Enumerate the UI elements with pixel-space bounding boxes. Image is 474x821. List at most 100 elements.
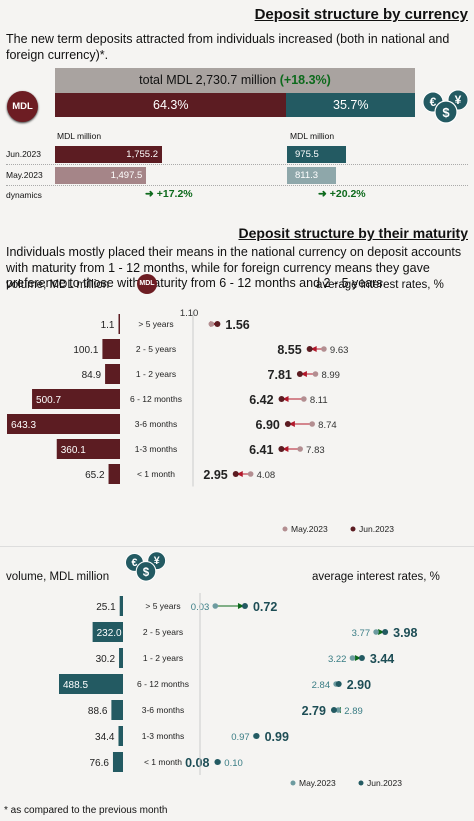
- rate-point-jun: [232, 471, 239, 477]
- rate-label-jun: 6.90: [256, 418, 280, 432]
- legend-may-label: May.2023: [299, 778, 336, 788]
- category-label: 1 - 2 years: [136, 369, 176, 379]
- footnote: * as compared to the previous month: [4, 805, 168, 816]
- rate-label-may: 7.83: [306, 445, 325, 456]
- volume-value-label: 100.1: [73, 345, 98, 356]
- fx-jun-bar: 975.5: [287, 146, 347, 163]
- total-bar: total MDL 2,730.7 million (+18.3%): [55, 68, 415, 93]
- rate-label-jun: 7.81: [268, 368, 292, 382]
- fx-unit-label: MDL million: [290, 131, 335, 141]
- rate-label-may: 0.10: [224, 758, 243, 769]
- mdl-dynamics-value: +17.2%: [156, 188, 193, 200]
- rate-change-arrowhead: [288, 421, 295, 427]
- maturity-intro: Individuals mostly placed their means in…: [6, 245, 462, 290]
- rate-label-may: 8.99: [321, 370, 340, 381]
- rate-label-jun: 2.90: [347, 678, 371, 692]
- rate-change-arrowhead: [300, 371, 307, 377]
- fx-rates-header: average interest rates, %: [312, 571, 440, 583]
- rate-label-jun: 0.99: [265, 730, 289, 744]
- maturity-title: Deposit structure by their maturity: [238, 225, 469, 241]
- category-label: 6 - 12 months: [137, 679, 189, 689]
- volume-bar: [7, 414, 120, 434]
- rate-label-may: 3.22: [328, 654, 347, 665]
- category-label: 6 - 12 months: [130, 394, 182, 404]
- category-label: 3-6 months: [142, 705, 185, 715]
- rate-label-jun: 2.79: [302, 704, 326, 718]
- volume-bar: [56, 439, 120, 459]
- rate-label-may: 2.84: [312, 680, 331, 691]
- total-change: (+18.3%): [279, 73, 331, 87]
- mdl-may-bar: 1,497.5: [55, 167, 147, 184]
- rate-label-jun: 6.41: [249, 443, 273, 457]
- volume-value-label: 360.1: [61, 445, 86, 456]
- rate-point-may: [301, 396, 307, 402]
- page-title: Deposit structure by currency: [254, 6, 468, 23]
- rate-point-jun: [330, 707, 337, 713]
- rate-change-arrowhead: [354, 655, 361, 661]
- mdl-maturity-chart: > 5 years 1.1 1.10 1.56 2 - 5 years 100.1 9.63…: [7, 308, 394, 534]
- foreign-currency-small-icon: € ¥ $: [125, 551, 167, 582]
- volume-bar: [32, 389, 120, 409]
- rate-change-arrowhead: [378, 629, 385, 635]
- share-bar: 64.3% 35.7%: [55, 93, 415, 117]
- legend-jun-label: Jun.2023: [367, 778, 402, 788]
- rate-point-jun: [284, 421, 291, 427]
- volume-bar: [111, 700, 123, 720]
- volume-bar: [118, 726, 123, 746]
- rate-point-may: [312, 371, 319, 377]
- rate-point-jun: [278, 396, 285, 402]
- rate-label-jun: 3.98: [393, 626, 417, 640]
- legend-may-marker: [290, 780, 296, 786]
- rate-label-may: 3.77: [352, 628, 371, 639]
- rate-point-jun: [296, 371, 303, 377]
- rate-change-arrowhead: [282, 396, 289, 402]
- rate-label-may: 8.74: [318, 420, 337, 431]
- rate-change-arrowhead: [236, 471, 243, 477]
- volume-value-label: 232.0: [97, 628, 122, 639]
- category-label: < 1 month: [144, 757, 182, 767]
- rate-point-jun: [278, 446, 285, 452]
- row-divider: [6, 164, 468, 165]
- mdl-unit-label: MDL million: [57, 131, 102, 141]
- rate-point-may: [349, 655, 356, 661]
- rate-change-arrowhead: [237, 603, 244, 609]
- rate-point-jun: [253, 733, 260, 739]
- mdl-small-badge-icon: MDL: [137, 274, 157, 294]
- rate-point-may: [321, 346, 327, 352]
- category-label: > 5 years: [145, 601, 180, 611]
- mdl-jun-bar: 1,755.2: [55, 146, 162, 163]
- fx-dynamics: ➜ +20.2%: [318, 188, 366, 200]
- rate-point-may: [247, 471, 254, 477]
- category-label: 1-3 months: [135, 444, 178, 454]
- rate-point-may: [208, 321, 215, 327]
- rate-label-jun: 8.55: [277, 343, 301, 357]
- category-label: < 1 month: [137, 469, 175, 479]
- legend-jun-label: Jun.2023: [359, 524, 394, 534]
- rate-label-may: 1.10: [180, 308, 199, 319]
- volume-value-label: 76.6: [89, 758, 109, 769]
- svg-text:¥: ¥: [455, 93, 462, 107]
- rate-point-may: [309, 421, 315, 427]
- fx-share-segment: 35.7%: [286, 93, 415, 117]
- rate-label-jun: 2.95: [203, 468, 227, 482]
- legend-jun-marker: [350, 526, 356, 532]
- volume-bar: [105, 364, 120, 384]
- rate-change-arrowhead: [310, 346, 317, 352]
- foreign-currency-icon: € ¥ $: [422, 89, 469, 124]
- rate-label-jun: 6.42: [249, 393, 273, 407]
- volume-value-label: 88.6: [88, 706, 108, 717]
- rate-point-may: [297, 446, 303, 452]
- rate-change-arrowhead: [282, 446, 289, 452]
- category-label: > 5 years: [138, 319, 173, 329]
- row-label-jun: Jun.2023: [6, 149, 41, 159]
- row-label-dynamics: dynamics: [6, 190, 42, 200]
- rate-label-jun: 0.72: [253, 600, 277, 614]
- section-divider: [0, 546, 474, 547]
- volume-value-label: 65.2: [85, 470, 105, 481]
- total-label: total MDL 2,730.7 million: [139, 73, 277, 87]
- rate-label-jun: 1.56: [225, 318, 249, 332]
- fx-may-bar: 811.3: [287, 167, 337, 184]
- rate-point-may: [335, 707, 342, 713]
- fx-dynamics-value: +20.2%: [329, 188, 366, 200]
